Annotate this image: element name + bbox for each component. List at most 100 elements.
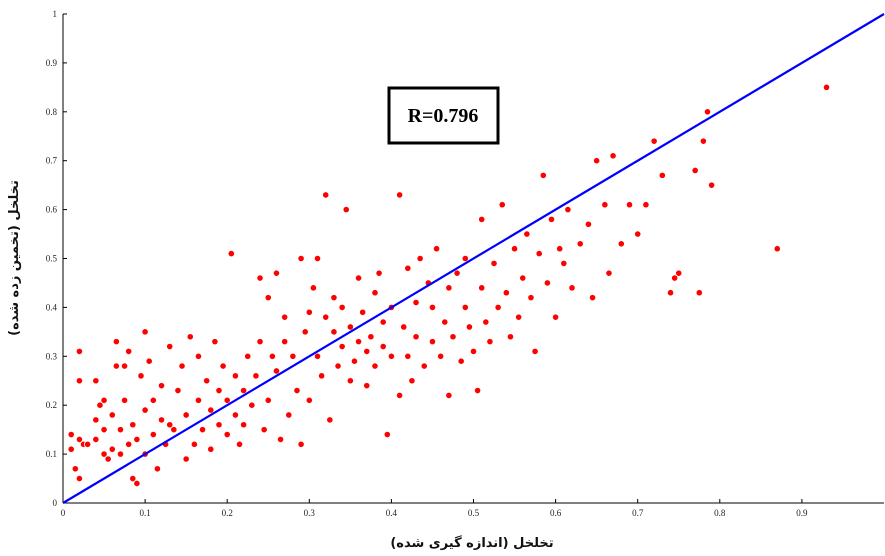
- data-point: [149, 396, 157, 404]
- data-point: [293, 386, 301, 395]
- data-point: [190, 440, 198, 448]
- data-point: [129, 421, 137, 429]
- data-point: [157, 382, 166, 390]
- data-point: [588, 294, 597, 302]
- y-axis-label: تخلخل (تخمین زده شده): [7, 180, 22, 336]
- data-point: [137, 372, 145, 380]
- data-point: [404, 264, 412, 272]
- data-point: [330, 294, 338, 302]
- data-point: [194, 396, 203, 404]
- data-point: [116, 450, 125, 458]
- data-point: [112, 338, 120, 346]
- data-point: [264, 294, 272, 302]
- data-point: [116, 426, 125, 434]
- y-tick-label: 0.2: [46, 400, 57, 410]
- data-points: [67, 83, 831, 488]
- y-tick-label: 0.9: [46, 58, 58, 68]
- data-point: [231, 372, 240, 380]
- data-point: [523, 230, 531, 238]
- data-point: [363, 347, 371, 356]
- data-point: [539, 171, 547, 179]
- data-point: [634, 230, 642, 238]
- data-point: [281, 338, 289, 346]
- x-tick-label: 0.7: [632, 508, 644, 518]
- data-point: [244, 352, 252, 360]
- data-point: [133, 435, 141, 444]
- data-point: [445, 391, 453, 400]
- x-axis-ticks: 0 0.1 0.2 0.3 0.4 0.5 0.6 0.7 0.8 0.9: [61, 499, 808, 518]
- data-point: [445, 284, 453, 292]
- data-point: [96, 401, 104, 409]
- data-point: [400, 323, 408, 331]
- data-point: [260, 426, 268, 434]
- data-point: [396, 191, 404, 199]
- data-point: [92, 416, 100, 424]
- data-point: [198, 426, 207, 434]
- data-point: [153, 465, 162, 473]
- data-point: [461, 303, 469, 311]
- data-point: [281, 313, 289, 321]
- data-point: [428, 338, 437, 346]
- data-point: [408, 377, 416, 385]
- x-tick-label: 0: [61, 508, 66, 518]
- y-tick-label: 0.1: [46, 449, 57, 459]
- data-point: [453, 269, 461, 277]
- data-point: [449, 333, 457, 341]
- data-point: [219, 362, 227, 370]
- data-point: [272, 367, 281, 375]
- y-tick-label: 0.5: [46, 254, 58, 264]
- data-point: [502, 289, 510, 297]
- data-point: [478, 215, 486, 223]
- data-point: [75, 474, 84, 483]
- data-point: [125, 440, 133, 448]
- data-point: [650, 137, 658, 145]
- x-tick-label: 0.4: [386, 508, 398, 518]
- data-point: [703, 108, 712, 116]
- y-tick-label: 0.8: [46, 107, 58, 117]
- r-annotation-box: R=0.796: [387, 86, 500, 145]
- data-point: [354, 338, 363, 346]
- x-tick-label: 0.1: [139, 508, 150, 518]
- x-axis-label: تخلخل (اندازه گیری شده): [390, 535, 553, 551]
- y-tick-label: 0.7: [46, 156, 58, 166]
- data-point: [605, 269, 613, 277]
- data-point: [531, 347, 539, 356]
- data-point: [519, 274, 527, 282]
- y-axis-ticks: 0 0.1 0.2 0.3 0.4 0.5 0.6 0.7 0.8 0.9 1: [46, 9, 67, 508]
- x-tick-label: 0.9: [796, 508, 808, 518]
- data-point: [568, 284, 576, 292]
- data-point: [498, 201, 506, 209]
- x-tick-label: 0.3: [304, 508, 316, 518]
- data-point: [556, 245, 564, 253]
- data-point: [350, 357, 359, 365]
- data-point: [474, 386, 482, 395]
- data-point: [330, 328, 338, 336]
- data-point: [338, 342, 346, 351]
- data-point: [326, 416, 334, 424]
- data-point: [342, 206, 350, 214]
- data-point: [658, 171, 666, 179]
- data-point: [432, 245, 441, 253]
- data-point: [564, 206, 572, 214]
- data-point: [671, 274, 679, 282]
- data-point: [593, 157, 601, 165]
- data-point: [240, 421, 248, 429]
- data-point: [272, 269, 281, 277]
- data-point: [276, 435, 285, 444]
- data-point: [617, 240, 625, 248]
- data-point: [100, 450, 108, 458]
- data-point: [494, 303, 502, 311]
- data-point: [510, 245, 519, 253]
- data-point: [92, 377, 100, 385]
- data-point: [609, 152, 617, 160]
- data-point: [428, 303, 437, 311]
- data-point: [322, 191, 330, 199]
- data-point: [515, 313, 523, 321]
- data-point: [305, 396, 313, 404]
- data-point: [223, 430, 231, 439]
- data-point: [363, 382, 371, 390]
- data-point: [543, 279, 551, 287]
- data-point: [149, 430, 157, 439]
- data-point: [379, 318, 387, 326]
